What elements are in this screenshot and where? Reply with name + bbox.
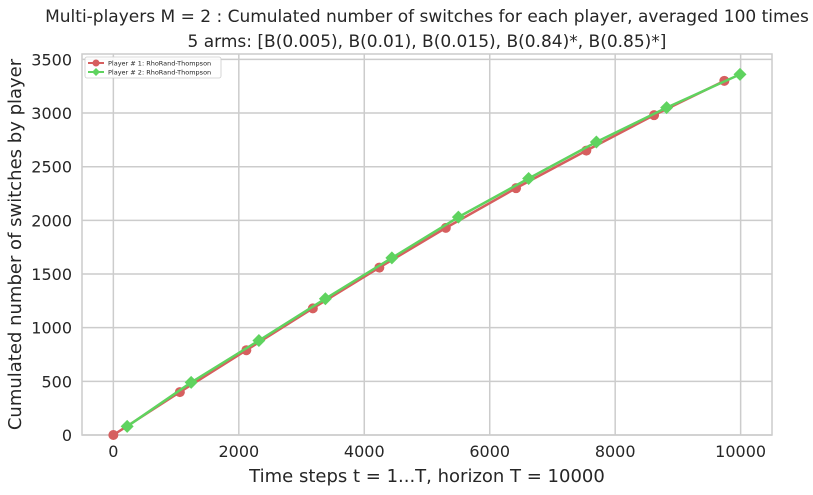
legend-label-player-1: Player # 1: RhoRand-Thompson bbox=[108, 59, 211, 67]
legend-marker-player-1 bbox=[92, 59, 100, 67]
legend-label-player-2: Player # 2: RhoRand-Thompson bbox=[108, 68, 211, 76]
data-point-player-2 bbox=[385, 251, 399, 265]
x-tick-label: 6000 bbox=[469, 442, 510, 461]
legend-box bbox=[84, 56, 222, 79]
data-point-player-2 bbox=[451, 210, 465, 224]
x-tick-label: 0 bbox=[108, 442, 118, 461]
legend-marker-player-2 bbox=[92, 68, 100, 76]
y-tick-label: 1500 bbox=[31, 265, 72, 284]
y-tick-label: 0 bbox=[62, 426, 72, 445]
data-point-player-2 bbox=[589, 135, 603, 149]
x-tick-label: 10000 bbox=[715, 442, 766, 461]
series-line-player-2 bbox=[126, 73, 741, 428]
x-tick-label: 8000 bbox=[595, 442, 636, 461]
y-tick-label: 2000 bbox=[31, 211, 72, 230]
data-point-player-2 bbox=[660, 101, 674, 115]
chart-title-line-1: Multi-players M = 2 : Cumulated number o… bbox=[45, 7, 809, 27]
data-point-player-2 bbox=[733, 67, 747, 81]
data-point-player-2 bbox=[522, 171, 536, 185]
data-point-player-2 bbox=[252, 334, 266, 348]
x-tick-label: 4000 bbox=[344, 442, 385, 461]
plot-frame bbox=[81, 53, 773, 436]
y-tick-label: 1000 bbox=[31, 319, 72, 338]
x-tick-label: 2000 bbox=[218, 442, 259, 461]
data-point-player-2 bbox=[184, 375, 198, 389]
y-tick-label: 500 bbox=[41, 372, 72, 391]
x-axis-label: Time steps t = 1...T, horizon T = 10000 bbox=[248, 466, 605, 487]
series-line-player-1 bbox=[112, 79, 725, 437]
y-tick-label: 3500 bbox=[31, 50, 72, 69]
y-axis-label: Cumulated number of switches by player bbox=[5, 58, 26, 430]
data-point-player-2 bbox=[120, 419, 134, 433]
data-point-player-2 bbox=[318, 292, 332, 306]
chart-title-line-2: 5 arms: [B(0.005), B(0.01), B(0.015), B(… bbox=[188, 32, 667, 52]
y-tick-label: 3000 bbox=[31, 104, 72, 123]
data-point-player-1 bbox=[108, 430, 119, 440]
y-tick-label: 2500 bbox=[31, 158, 72, 177]
plot-area: 0 2000 4000 6000 8000 10000 0 500 1000 1500 2000 25… bbox=[31, 50, 773, 461]
